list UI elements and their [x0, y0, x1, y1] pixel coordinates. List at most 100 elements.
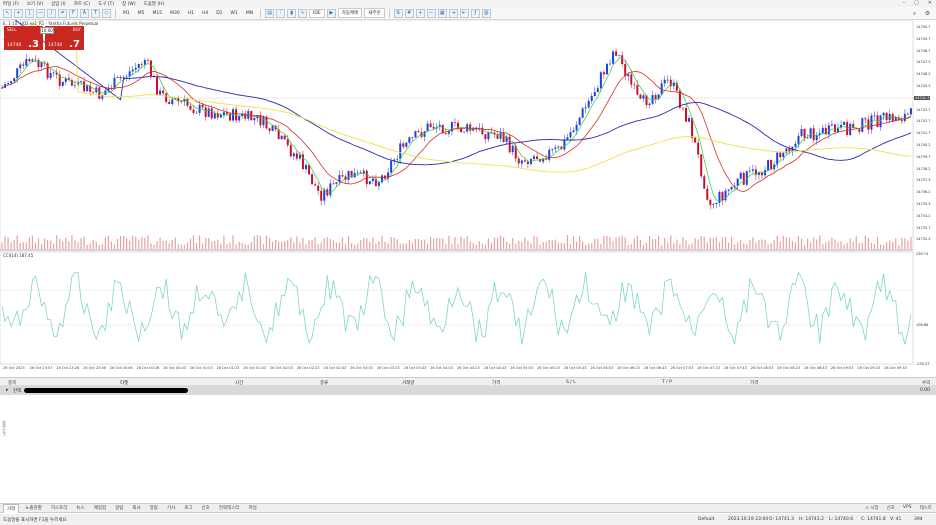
timeframe-w1[interactable]: W1 — [230, 10, 238, 16]
sell-button[interactable]: SELL 14740 .3 — [4, 26, 43, 50]
label-icon[interactable]: T — [91, 8, 100, 18]
timeframe-h1[interactable]: H1 — [187, 10, 194, 16]
col-ticket[interactable]: 타켓 — [120, 381, 129, 386]
menu-file[interactable]: 파일 (F) — [3, 1, 19, 7]
tab-articles[interactable]: 기사 — [166, 506, 176, 511]
tab-exposure[interactable]: 노출현황 — [25, 506, 42, 511]
maximize-icon[interactable]: ▢ — [914, 0, 919, 6]
volume-bar — [509, 243, 511, 249]
grid-icon[interactable]: # — [404, 8, 414, 18]
text-icon[interactable]: A — [80, 8, 89, 18]
timeframe-m15[interactable]: M15 — [152, 10, 163, 16]
tab-log[interactable]: 로그 — [184, 506, 193, 511]
minimize-icon[interactable]: – — [902, 0, 906, 6]
volume-bar — [344, 244, 347, 249]
indicators-icon[interactable]: ƒ — [470, 8, 480, 18]
tab-news[interactable]: 뉴스 — [76, 506, 85, 511]
menu-chart[interactable]: 차트 (C) — [73, 1, 91, 7]
scale-fix-icon[interactable]: ⇅ — [393, 8, 403, 18]
timeframe-mn[interactable]: MN — [245, 10, 254, 16]
fibonacci-icon[interactable]: F — [69, 8, 78, 18]
fast-moving-average-line — [1, 57, 912, 202]
volume-bar — [305, 244, 307, 249]
menu-help[interactable]: 도움말 (H) — [143, 1, 165, 7]
menu-window[interactable]: 창 (W) — [122, 1, 136, 7]
menu-view[interactable]: 보기 (V) — [26, 1, 44, 7]
lot-size-input[interactable]: 10.00 — [40, 27, 54, 34]
algo-trading-button[interactable]: 자동매매 — [337, 8, 363, 18]
tab-company[interactable]: 회사 — [132, 506, 141, 511]
candle-body — [837, 127, 839, 132]
templates-icon[interactable]: ▥ — [481, 8, 491, 18]
tab-mailbox[interactable]: 메일함 — [93, 506, 107, 511]
new-order-button[interactable]: 새주문 — [364, 8, 385, 18]
volume-bar — [758, 240, 760, 249]
volume-bar — [302, 237, 304, 249]
channel-icon[interactable]: ≠ — [58, 8, 67, 18]
expand-arrow-icon[interactable]: ▸ — [6, 387, 9, 393]
profile-name[interactable]: Default — [698, 517, 715, 522]
zoom-in-icon[interactable]: + — [415, 8, 425, 18]
menu-insert[interactable]: 삽입 (I) — [51, 1, 66, 7]
market-link[interactable]: ⚠ 시장 — [864, 506, 879, 511]
col-symbol[interactable]: 종목 — [8, 381, 17, 386]
tab-trade[interactable]: 거래 — [3, 503, 20, 513]
timeframe-m1[interactable]: M1 — [123, 10, 130, 16]
col-price[interactable]: 가격 — [492, 381, 501, 386]
volume-bar — [490, 243, 493, 249]
col-volume[interactable]: 거래량 — [402, 381, 415, 386]
col-tp[interactable]: T / P — [662, 380, 672, 385]
col-type[interactable]: 종류 — [320, 381, 329, 386]
crosshair-icon[interactable]: + — [14, 8, 23, 18]
time-tick-label: 26 Oct 07:23 — [697, 366, 721, 370]
volume-bar — [183, 244, 185, 249]
auto-scroll-icon[interactable]: ⇥ — [448, 8, 458, 18]
col-sl[interactable]: S / L — [566, 380, 576, 385]
chart-shift-icon[interactable]: ⇤ — [459, 8, 469, 18]
volume-bar — [496, 237, 499, 249]
zoom-out-icon[interactable]: − — [426, 8, 436, 18]
ide-button[interactable]: IDE — [309, 8, 325, 18]
volume-bar — [752, 237, 754, 249]
chart-type-icon[interactable]: ▤ — [265, 8, 275, 18]
volume-bar — [208, 237, 210, 249]
volume-bar — [606, 235, 608, 249]
shapes-icon[interactable]: ◇ — [102, 8, 111, 18]
menu-tools[interactable]: 도구 (T) — [98, 1, 115, 7]
search-icon[interactable]: ⌕ — [912, 9, 917, 17]
settings-icon[interactable]: ⚙ — [924, 10, 931, 17]
tab-alarm[interactable]: 알람 — [149, 506, 158, 511]
tab-journal[interactable]: 저널 — [248, 506, 257, 511]
vertical-line-icon[interactable]: | — [25, 8, 34, 18]
tab-alerts[interactable]: 알림 — [115, 506, 124, 511]
col-profit[interactable]: 수익 — [922, 381, 931, 386]
trendline-icon[interactable]: / — [47, 8, 56, 18]
cursor-icon[interactable]: ↖ — [3, 8, 12, 18]
tab-signals[interactable]: 신호 — [201, 506, 210, 511]
horizontal-line-icon[interactable]: — — [36, 8, 45, 18]
volume-bar — [870, 243, 873, 249]
tab-strategy-tester[interactable]: 전략테스터 — [218, 506, 240, 511]
close-icon[interactable]: ✕ — [927, 0, 932, 6]
candles-icon[interactable]: ▮ — [287, 8, 297, 18]
timeframe-m30[interactable]: M30 — [170, 10, 180, 16]
tab-history[interactable]: 히스토리 — [50, 506, 68, 511]
autotrading-icon[interactable]: ▶ — [326, 8, 336, 18]
col-time[interactable]: 시간 — [235, 381, 244, 386]
signals-link[interactable]: 신호 — [886, 506, 895, 511]
bar-chart-icon[interactable]: ⫶ — [276, 8, 286, 18]
timeframe-m5[interactable]: M5 — [137, 10, 145, 16]
candle-body — [70, 80, 73, 86]
vps-link[interactable]: VPS — [902, 505, 912, 510]
line-chart-icon[interactable]: ∿ — [298, 8, 308, 18]
timeframe-h4[interactable]: H4 — [201, 10, 209, 16]
tile-windows-icon[interactable]: ▦ — [437, 8, 447, 18]
volume-bar — [448, 235, 450, 249]
volume-bar — [433, 238, 435, 249]
col-current-price[interactable]: 가격 — [750, 381, 759, 386]
tester-link[interactable]: 테스트 — [919, 506, 932, 511]
price-chart[interactable] — [0, 20, 936, 377]
balance-row[interactable]: ▸ 잔액 0.00 — [0, 386, 936, 395]
timeframe-d1[interactable]: D1 — [216, 10, 223, 16]
volume-bar — [858, 243, 860, 249]
